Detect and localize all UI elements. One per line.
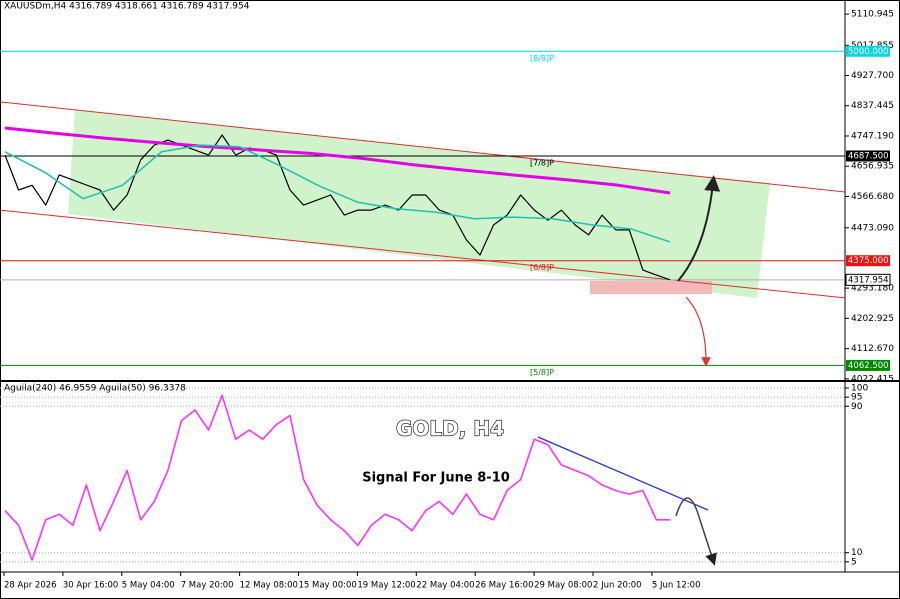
x-tick-label: 19 May 12:00 <box>357 581 415 591</box>
level-label: 5000.000 <box>848 47 889 57</box>
channel-line <box>0 101 846 193</box>
y-tick-label: 10 <box>851 548 863 558</box>
x-tick-label: 5 Jun 12:00 <box>652 581 701 591</box>
y-tick-label: 5 <box>851 557 857 567</box>
x-tick-label: 29 May 08:00 <box>534 581 592 591</box>
x-tick-label: 22 May 04:00 <box>416 581 474 591</box>
y-tick-label: 4566.680 <box>851 192 894 202</box>
y-tick-label: 4473.090 <box>851 223 894 233</box>
support-zone <box>590 281 712 294</box>
x-tick-label: 30 Apr 16:00 <box>63 581 118 591</box>
level-label: 4317.954 <box>848 275 889 285</box>
x-tick-label: 12 May 08:00 <box>240 581 298 591</box>
up-arrow <box>677 175 721 282</box>
x-tick-label: 7 May 20:00 <box>181 581 234 591</box>
trend-line <box>537 436 709 511</box>
y-tick-label: 4927.700 <box>851 71 894 81</box>
level-box <box>846 255 890 267</box>
level-label: 4687.500 <box>848 151 889 161</box>
level-tag: [7/8]P <box>530 158 554 167</box>
x-tick-label: 2 Jun 20:00 <box>593 581 642 591</box>
level-label: 4062.500 <box>848 361 889 371</box>
channel-zone <box>68 110 770 298</box>
channel-line <box>0 209 846 299</box>
y-tick-label: 4112.670 <box>851 344 894 354</box>
y-tick-label: 4837.445 <box>851 101 894 111</box>
indicator-title: Aguila(240) 46.9559 Aguila(50) 96.3378 <box>4 384 186 394</box>
level-box <box>846 45 890 57</box>
level-tag: [6/8]P <box>530 263 554 272</box>
y-tick-label: 4293.180 <box>851 284 894 294</box>
series-line <box>4 394 670 561</box>
series-line <box>4 126 671 195</box>
plot: 5110.9455017.8554927.7004837.4454747.190… <box>0 10 894 591</box>
x-tick-label: 26 May 16:00 <box>475 581 533 591</box>
series-line <box>4 134 671 281</box>
level-box <box>845 273 891 286</box>
y-tick-label: 4747.190 <box>851 131 894 141</box>
y-tick-label: 100 <box>851 384 868 394</box>
annotation-subtitle: Signal For June 8-10 <box>362 471 510 486</box>
chart-title: XAUUSDm,H4 4316.789 4318.661 4316.789 43… <box>4 2 250 12</box>
level-tag: [8/8]P <box>530 54 554 63</box>
y-tick-label: 90 <box>851 402 863 412</box>
x-tick-label: 5 May 04:00 <box>122 581 175 591</box>
x-tick-label: 15 May 00:00 <box>299 581 357 591</box>
level-label: 4375.000 <box>848 256 889 266</box>
down-arrow <box>685 296 711 367</box>
level-tag: [5/8]P <box>530 368 554 377</box>
x-tick-label: 28 Apr 2026 <box>4 581 57 591</box>
level-box <box>846 150 890 162</box>
series-line <box>4 144 671 243</box>
level-box <box>846 359 890 371</box>
y-tick-label: 5110.945 <box>851 10 894 20</box>
y-tick-label: 4202.925 <box>851 314 894 324</box>
y-tick-label: 4656.935 <box>851 162 894 172</box>
annotation-title: GOLD, H4 <box>396 417 504 441</box>
y-tick-label: 95 <box>851 393 862 403</box>
indicator-arrow <box>675 497 717 566</box>
y-tick-label: 4022.415 <box>851 374 894 384</box>
